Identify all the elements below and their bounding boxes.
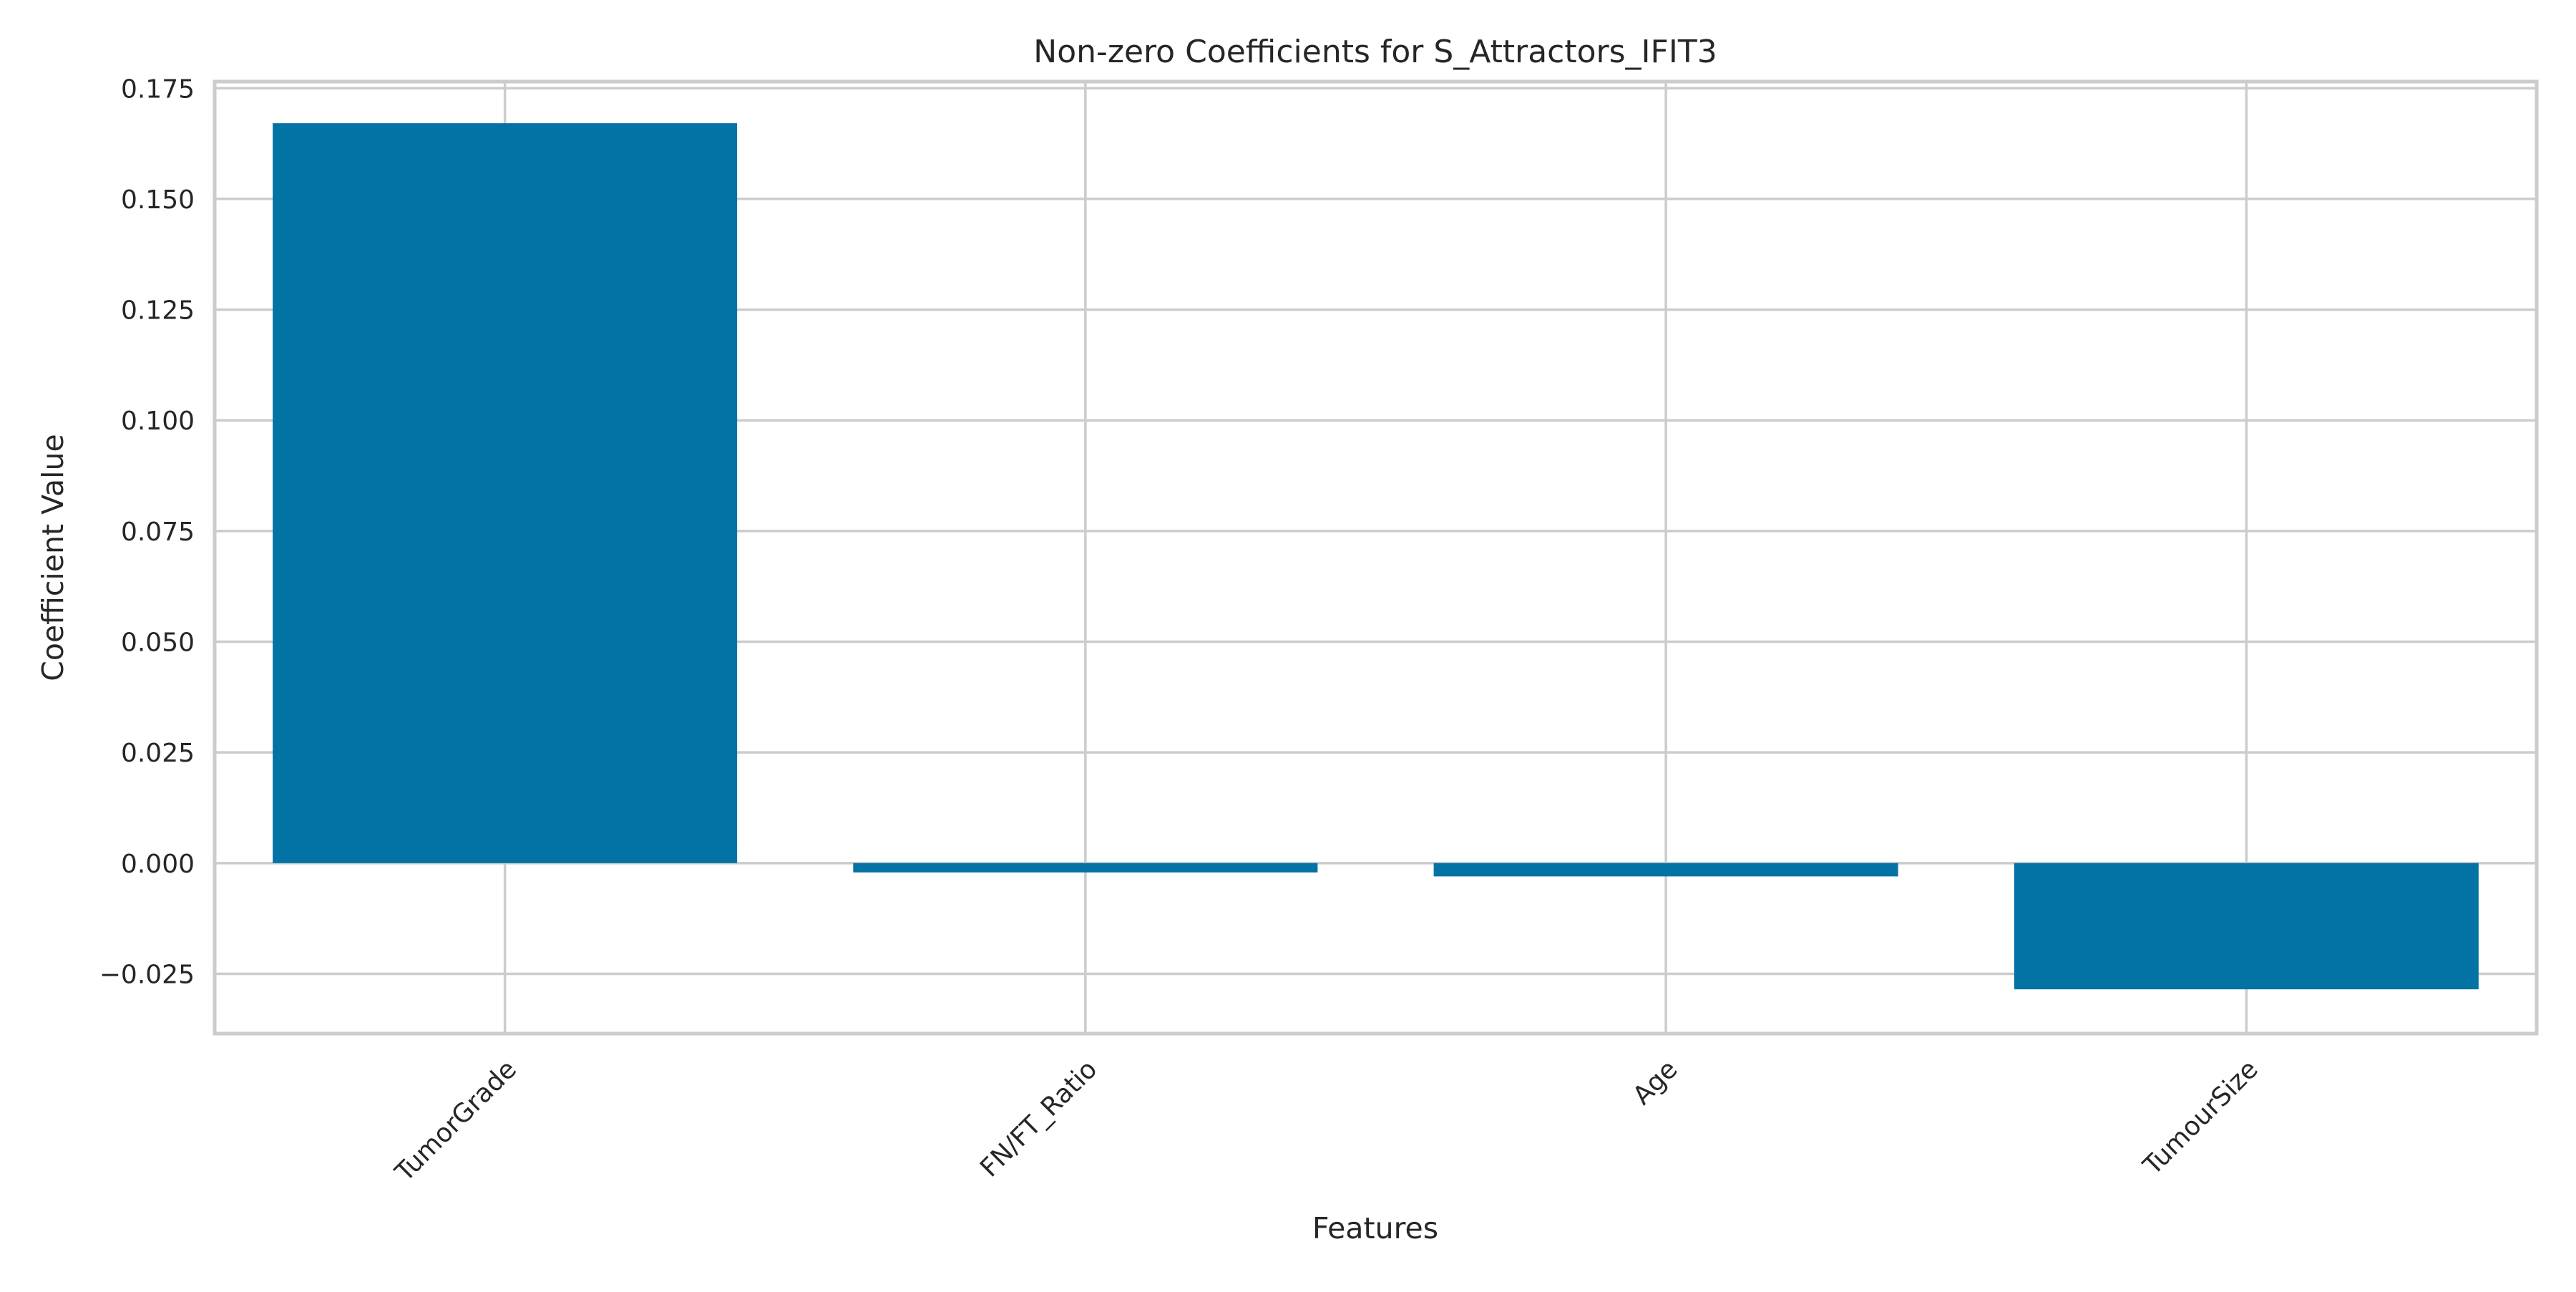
x-axis-label: Features <box>1312 1211 1438 1245</box>
bar-tumoursize <box>2014 863 2479 990</box>
y-tick-label: 0.100 <box>121 407 195 436</box>
chart-title: Non-zero Coefficients for S_Attractors_I… <box>1033 34 1717 70</box>
y-tick-label: 0.175 <box>121 74 195 104</box>
y-axis-label: Coefficient Value <box>36 434 70 681</box>
y-tick-label: −0.025 <box>99 960 195 989</box>
y-tick-labels: −0.025 0.000 0.025 0.050 0.075 0.100 0.125 0.15… <box>99 74 195 989</box>
axes-frame <box>213 79 2539 1036</box>
y-tick-label: 0.050 <box>121 628 195 658</box>
bar-tumorgrade <box>273 123 738 863</box>
y-tick-label: 0.075 <box>121 518 195 547</box>
bar-fn-ft-ratio <box>853 863 1318 873</box>
y-tick-label: 0.025 <box>121 739 195 768</box>
y-tick-label: 0.150 <box>121 185 195 215</box>
bars <box>273 123 2479 990</box>
y-tick-label: 0.000 <box>121 850 195 879</box>
bar-age <box>1433 863 1898 877</box>
y-tick-label: 0.125 <box>121 296 195 326</box>
